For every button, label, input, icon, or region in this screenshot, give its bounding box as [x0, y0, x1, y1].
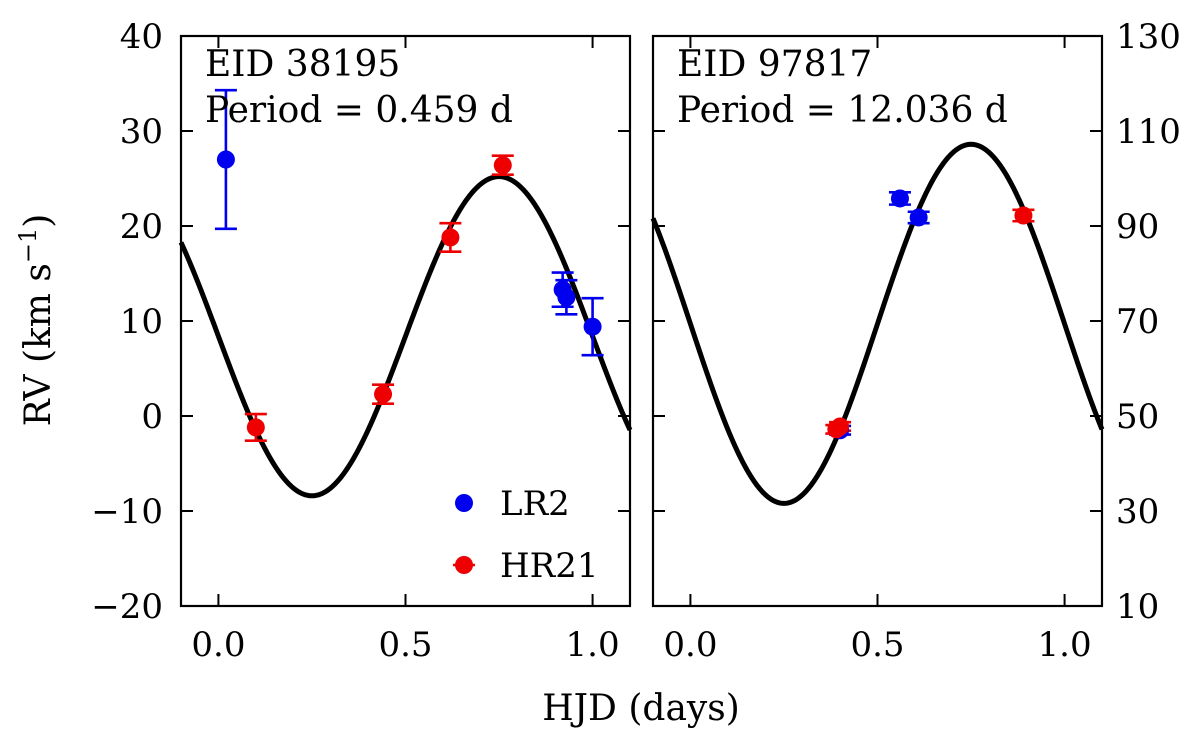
panel-1-tick-label-layer: 0.0 0.5 1.0 −20 −10 0 10 20 30 40 — [91, 17, 619, 665]
legend-label-lr2: LR2 — [500, 484, 570, 524]
x-tick-label: 0.5 — [378, 625, 432, 665]
y-tick-label: 0 — [141, 397, 163, 437]
x-tick-label: 1.0 — [1038, 625, 1092, 665]
x-tick-label: 1.0 — [566, 625, 620, 665]
legend: LR2 HR21 — [453, 484, 599, 586]
y-tick-label: 30 — [120, 112, 163, 152]
panel-2-point-layer — [827, 189, 1033, 440]
panel-1-errorbar-layer — [214, 88, 604, 443]
legend-label-hr21: HR21 — [500, 546, 599, 586]
panel-1-frame — [179, 34, 632, 608]
panel-2-curve-layer — [650, 141, 1105, 506]
y-tick-label: −10 — [91, 492, 163, 532]
panel-2-errorbar-layer — [825, 190, 1035, 436]
data-point-hr21 — [246, 418, 265, 437]
panel-2-annotation-id: EID 97817 — [677, 44, 872, 85]
data-point-hr21 — [831, 417, 850, 436]
data-point-lr2 — [557, 288, 576, 307]
y-tick-label: 10 — [120, 302, 163, 342]
data-point-lr2 — [890, 189, 909, 208]
data-point-lr2 — [216, 150, 235, 169]
data-point-hr21 — [493, 156, 512, 175]
x-axis-label: HJD (days) — [542, 688, 740, 729]
panel-1-curve-layer — [178, 174, 633, 499]
y-tick-label: 50 — [1116, 397, 1159, 437]
y-tick-label: 90 — [1116, 207, 1159, 247]
data-point-hr21 — [441, 228, 460, 247]
panel-1-point-layer — [216, 150, 602, 437]
x-tick-label: 0.0 — [191, 625, 245, 665]
y-axis-label-close: ) — [18, 214, 59, 228]
panel-2-annotation-period: Period = 12.036 d — [677, 90, 1008, 131]
y-tick-label: 40 — [120, 17, 163, 57]
panel-eid-97817: 0.0 0.5 1.0 10 30 50 70 90 110 130 EID 97817 Peri… — [650, 17, 1181, 665]
y-tick-label: 20 — [120, 207, 163, 247]
panel-2-tick-label-layer: 0.0 0.5 1.0 10 30 50 70 90 110 130 — [663, 17, 1181, 665]
data-point-lr2 — [909, 208, 928, 227]
legend-marker-lr2 — [455, 494, 473, 512]
y-tick-label: 70 — [1116, 302, 1159, 342]
legend-marker-hr21 — [455, 556, 473, 574]
panel-eid-38195: 0.0 0.5 1.0 −20 −10 0 10 20 30 40 EID 38195 Perio… — [91, 17, 633, 665]
panel-2-frame — [651, 34, 1104, 608]
model-curve — [650, 141, 1105, 506]
data-point-lr2 — [583, 317, 602, 336]
data-point-hr21 — [1014, 206, 1033, 225]
panel-1-annotation-id: EID 38195 — [205, 44, 400, 85]
x-tick-label: 0.5 — [850, 625, 904, 665]
y-tick-label: 30 — [1116, 492, 1159, 532]
y-axis-label-main: RV (km s — [18, 263, 59, 426]
y-axis-label-exponent: −1 — [14, 228, 42, 263]
data-point-hr21 — [374, 385, 393, 404]
model-curve — [178, 174, 633, 499]
y-tick-label: 110 — [1116, 112, 1181, 152]
y-axis-label: RV (km s−1) — [14, 214, 59, 427]
y-tick-label: 130 — [1116, 17, 1181, 57]
y-tick-label: 10 — [1116, 587, 1159, 627]
x-tick-label: 0.0 — [663, 625, 717, 665]
panel-1-annotation-period: Period = 0.459 d — [205, 90, 513, 131]
y-tick-label: −20 — [91, 587, 163, 627]
